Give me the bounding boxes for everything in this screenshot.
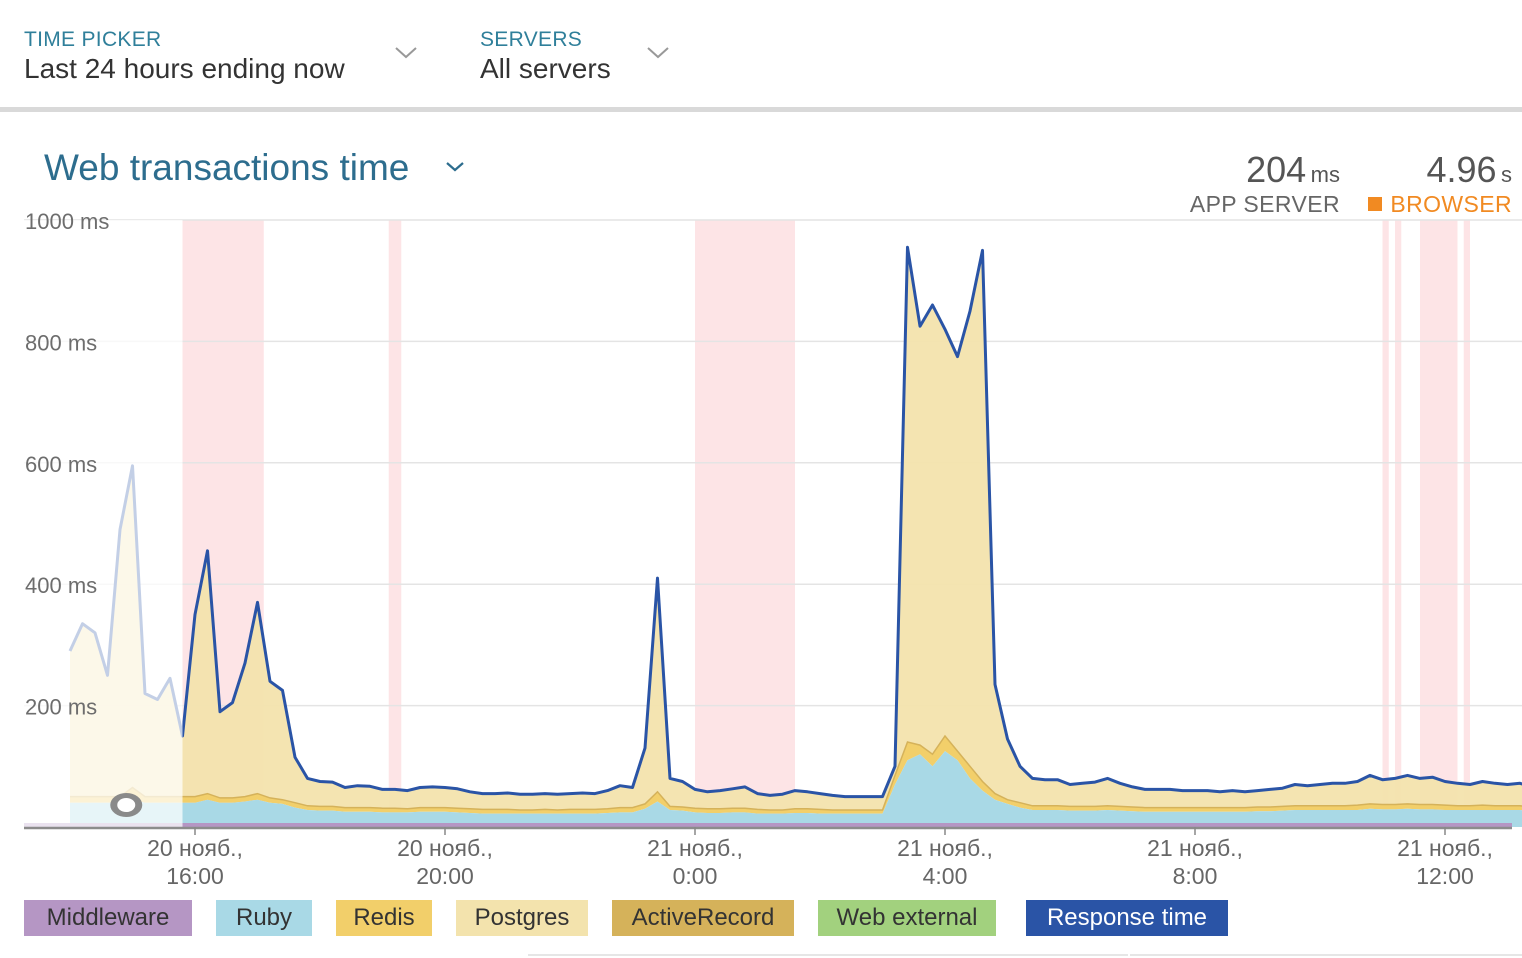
y-tick-label: 400 ms (25, 573, 97, 598)
browser-swatch-icon (1368, 197, 1383, 211)
x-tick-label: 8:00 (1173, 863, 1218, 889)
legend-web-external[interactable]: Web external (818, 900, 996, 936)
time-picker[interactable]: TIME PICKER Last 24 hours ending now (24, 28, 424, 86)
web-transactions-chart[interactable]: 1000 ms 800 ms 600 ms 400 ms 200 ms 20 нояб.,… (0, 200, 1522, 900)
middleware-area (24, 823, 1512, 827)
chart-title[interactable]: Web transactions time (44, 147, 410, 188)
browser-caption: BROWSER (1390, 191, 1512, 217)
x-tick-label: 16:00 (166, 863, 224, 889)
ruby-area (70, 751, 1522, 827)
browser-unit: s (1501, 162, 1512, 187)
x-tick-label: 20 нояб., (147, 835, 243, 861)
servers-picker-label: SERVERS (480, 28, 583, 51)
time-picker-label: TIME PICKER (24, 28, 162, 51)
browser-metric[interactable]: 4.96 s BROWSER (1368, 150, 1512, 218)
y-tick-label: 1000 ms (25, 209, 109, 234)
app-server-unit: ms (1310, 162, 1340, 187)
legend-redis[interactable]: Redis (336, 900, 432, 936)
servers-picker[interactable]: SERVERS All servers (480, 28, 680, 86)
app-server-metric: 204 ms APP SERVER (1190, 150, 1340, 218)
legend-activerecord[interactable]: ActiveRecord (612, 900, 794, 936)
browser-value: 4.96 (1426, 149, 1497, 190)
legend-response-time[interactable]: Response time (1026, 900, 1228, 936)
x-tick-label: 21 нояб., (897, 835, 993, 861)
y-tick-label: 200 ms (25, 695, 97, 720)
app-server-caption: APP SERVER (1189, 191, 1340, 217)
deploy-marker-icon-inner (117, 798, 136, 812)
y-tick-label: 800 ms (25, 330, 97, 355)
alert-window (1382, 220, 1389, 827)
alert-window (1420, 220, 1458, 827)
alert-window (1463, 220, 1470, 827)
servers-picker-value: All servers (480, 53, 611, 84)
response-time-line (68, 245, 1522, 799)
alert-window (388, 220, 402, 827)
x-tick-label: 0:00 (673, 863, 718, 889)
legend-middleware[interactable]: Middleware (24, 900, 192, 936)
unselected-range-overlay (24, 220, 183, 827)
legend-postgres[interactable]: Postgres (456, 900, 588, 936)
x-tick-label: 20:00 (416, 863, 474, 889)
postgres-area (70, 247, 1522, 810)
x-tick-label: 12:00 (1416, 863, 1474, 889)
x-tick-label: 20 нояб., (397, 835, 493, 861)
chart-menu-chevron-icon[interactable] (444, 160, 466, 174)
filter-bar: TIME PICKER Last 24 hours ending now SER… (0, 0, 1522, 112)
footer-divider (528, 954, 1128, 956)
alert-window (1395, 220, 1402, 827)
chevron-down-icon (395, 47, 417, 59)
x-tick-label: 4:00 (923, 863, 968, 889)
redis-area (70, 736, 1522, 814)
legend-ruby[interactable]: Ruby (216, 900, 312, 936)
y-tick-label: 600 ms (25, 452, 97, 477)
x-tick-label: 21 нояб., (1397, 835, 1493, 861)
time-picker-value: Last 24 hours ending now (24, 53, 345, 84)
x-tick-label: 21 нояб., (1147, 835, 1243, 861)
x-tick-label: 21 нояб., (647, 835, 743, 861)
alert-window (695, 220, 795, 827)
app-server-value: 204 (1246, 149, 1307, 190)
chevron-down-icon (647, 47, 669, 59)
footer-divider (1130, 954, 1522, 956)
activerecord-line (70, 734, 1522, 811)
